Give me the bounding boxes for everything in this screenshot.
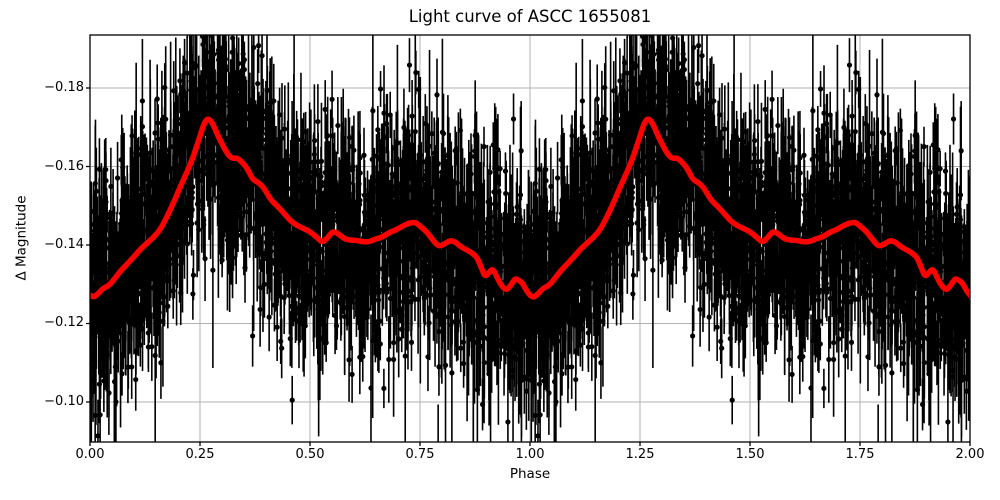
y-tick-label-3: −0.12 [44,315,84,330]
y-axis-label: Δ Magnitude [13,195,30,281]
x-tick-label-1: 0.25 [185,447,215,462]
y-tick-label-2: −0.14 [44,237,84,252]
y-tick-label-0: −0.18 [44,80,84,95]
x-tick-label-3: 0.75 [405,447,435,462]
y-tick-label-4: −0.10 [44,394,84,409]
x-tick-label-8: 2.00 [955,447,985,462]
chart-title: Light curve of ASCC 1655081 [408,7,652,26]
x-tick-label-0: 0.00 [75,447,105,462]
x-tick-label-4: 1.00 [515,447,545,462]
x-tick-label-6: 1.50 [735,447,765,462]
x-tick-label-2: 0.50 [295,447,325,462]
x-tick-label-5: 1.25 [625,447,655,462]
y-tick-label-1: −0.16 [44,159,84,174]
x-tick-label-7: 1.75 [845,447,875,462]
x-axis-label: Phase [509,466,551,482]
